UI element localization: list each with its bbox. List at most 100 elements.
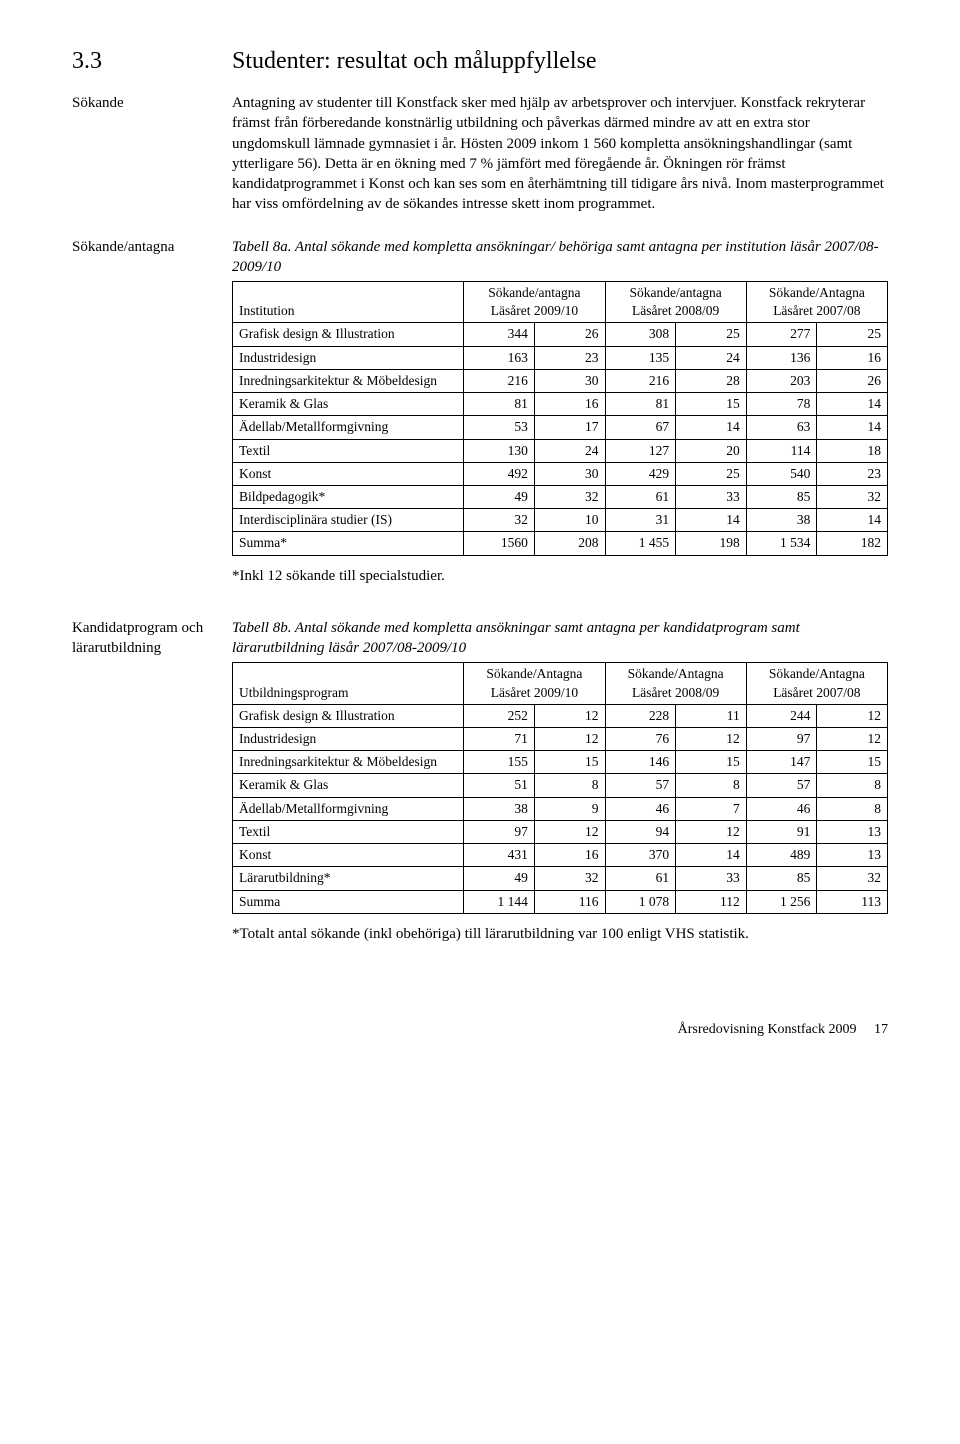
row-value: 46 — [746, 797, 817, 820]
section-heading: 3.3Studenter: resultat och måluppfyllels… — [72, 48, 888, 75]
table8b-h2-t: Sökande/Antagna — [628, 666, 724, 681]
row-label: Inredningsarkitektur & Möbeldesign — [233, 369, 464, 392]
row-value: 16 — [534, 844, 605, 867]
row-value: 20 — [676, 439, 747, 462]
row-value: 32 — [534, 485, 605, 508]
row-value: 14 — [676, 844, 747, 867]
row-value: 489 — [746, 844, 817, 867]
table-row: Inredningsarkitektur & Möbeldesign155151… — [233, 751, 888, 774]
table8a-block: Tabell 8a. Antal sökande med kompletta a… — [232, 237, 888, 604]
row-value: 277 — [746, 323, 817, 346]
row-label: Industridesign — [233, 346, 464, 369]
row-value: 32 — [817, 485, 888, 508]
row-value: 14 — [676, 416, 747, 439]
row-value: 344 — [464, 323, 535, 346]
row-value: 17 — [534, 416, 605, 439]
row-value: 30 — [534, 462, 605, 485]
row-value: 244 — [746, 704, 817, 727]
table8b-block: Tabell 8b. Antal sökande med kompletta a… — [232, 618, 888, 962]
page-footer: Årsredovisning Konstfack 2009 17 — [72, 1022, 888, 1038]
row-value: 13 — [817, 844, 888, 867]
row-value: 216 — [464, 369, 535, 392]
row-table8a: Sökande/antagna Tabell 8a. Antal sökande… — [72, 237, 888, 604]
table-row: Textil130241272011418 — [233, 439, 888, 462]
row-value: 78 — [746, 393, 817, 416]
row-value: 18 — [817, 439, 888, 462]
table-row: Ädellab/Metallformgivning389467468 — [233, 797, 888, 820]
row-value: 429 — [605, 462, 676, 485]
table8a-sub2: Läsåret 2008/09 — [632, 303, 719, 318]
row-value: 57 — [605, 774, 676, 797]
row-value: 136 — [746, 346, 817, 369]
table-row: Inredningsarkitektur & Möbeldesign216302… — [233, 369, 888, 392]
page: 3.3Studenter: resultat och måluppfyllels… — [0, 0, 960, 1078]
row-value: 15 — [534, 751, 605, 774]
row-value: 24 — [676, 346, 747, 369]
table8b-h3: Sökande/Antagna Läsåret 2007/08 — [746, 663, 887, 704]
row-value: 24 — [534, 439, 605, 462]
row-label: Ädellab/Metallformgivning — [233, 416, 464, 439]
sum-value: 1560 — [464, 532, 535, 555]
row-value: 49 — [464, 485, 535, 508]
sum-value: 1 078 — [605, 890, 676, 913]
row-value: 30 — [534, 369, 605, 392]
row-value: 14 — [817, 416, 888, 439]
row-value: 308 — [605, 323, 676, 346]
row-label: Grafisk design & Illustration — [233, 323, 464, 346]
row-value: 8 — [817, 797, 888, 820]
row-value: 540 — [746, 462, 817, 485]
row-value: 431 — [464, 844, 535, 867]
table-sum-row: Summa*15602081 4551981 534182 — [233, 532, 888, 555]
table8a-footnote: *Inkl 12 sökande till specialstudier. — [232, 566, 888, 586]
table8a-body: Grafisk design & Illustration34426308252… — [233, 323, 888, 555]
row-table8b: Kandidatprogram och lärarutbildning Tabe… — [72, 618, 888, 962]
row-value: 33 — [676, 867, 747, 890]
row-value: 53 — [464, 416, 535, 439]
table8b-h1: Sökande/Antagna Läsåret 2009/10 — [464, 663, 605, 704]
row-value: 26 — [534, 323, 605, 346]
row-value: 38 — [464, 797, 535, 820]
sidebar-sokande-antagna: Sökande/antagna — [72, 237, 232, 604]
row-label: Keramik & Glas — [233, 774, 464, 797]
sum-label: Summa — [233, 890, 464, 913]
row-value: 15 — [676, 751, 747, 774]
sum-value: 116 — [534, 890, 605, 913]
row-value: 12 — [534, 820, 605, 843]
row-value: 8 — [676, 774, 747, 797]
row-label: Bildpedagogik* — [233, 485, 464, 508]
row-value: 8 — [534, 774, 605, 797]
row-value: 12 — [817, 704, 888, 727]
intro-paragraph: Antagning av studenter till Konstfack sk… — [232, 93, 888, 215]
row-value: 76 — [605, 728, 676, 751]
row-value: 85 — [746, 867, 817, 890]
row-value: 155 — [464, 751, 535, 774]
row-value: 146 — [605, 751, 676, 774]
row-label: Lärarutbildning* — [233, 867, 464, 890]
row-label: Keramik & Glas — [233, 393, 464, 416]
row-value: 8 — [817, 774, 888, 797]
row-value: 13 — [817, 820, 888, 843]
row-value: 94 — [605, 820, 676, 843]
row-value: 15 — [676, 393, 747, 416]
row-value: 252 — [464, 704, 535, 727]
sum-value: 1 144 — [464, 890, 535, 913]
row-label: Inredningsarkitektur & Möbeldesign — [233, 751, 464, 774]
row-value: 130 — [464, 439, 535, 462]
table8b-h3-t: Sökande/Antagna — [769, 666, 865, 681]
row-value: 32 — [464, 509, 535, 532]
table8b-h1-t: Sökande/Antagna — [486, 666, 582, 681]
row-value: 12 — [534, 704, 605, 727]
row-value: 14 — [817, 393, 888, 416]
table8b-caption: Tabell 8b. Antal sökande med kompletta a… — [232, 618, 888, 659]
footer-title: Årsredovisning Konstfack 2009 — [678, 1022, 857, 1037]
table-8b: Utbildningsprogram Sökande/Antagna Läsår… — [232, 662, 888, 913]
row-label: Konst — [233, 462, 464, 485]
row-value: 163 — [464, 346, 535, 369]
row-value: 11 — [676, 704, 747, 727]
table-row: Ädellab/Metallformgivning531767146314 — [233, 416, 888, 439]
table8b-h2: Sökande/Antagna Läsåret 2008/09 — [605, 663, 746, 704]
row-value: 10 — [534, 509, 605, 532]
row-value: 81 — [605, 393, 676, 416]
row-value: 14 — [817, 509, 888, 532]
table-sum-row: Summa1 1441161 0781121 256113 — [233, 890, 888, 913]
